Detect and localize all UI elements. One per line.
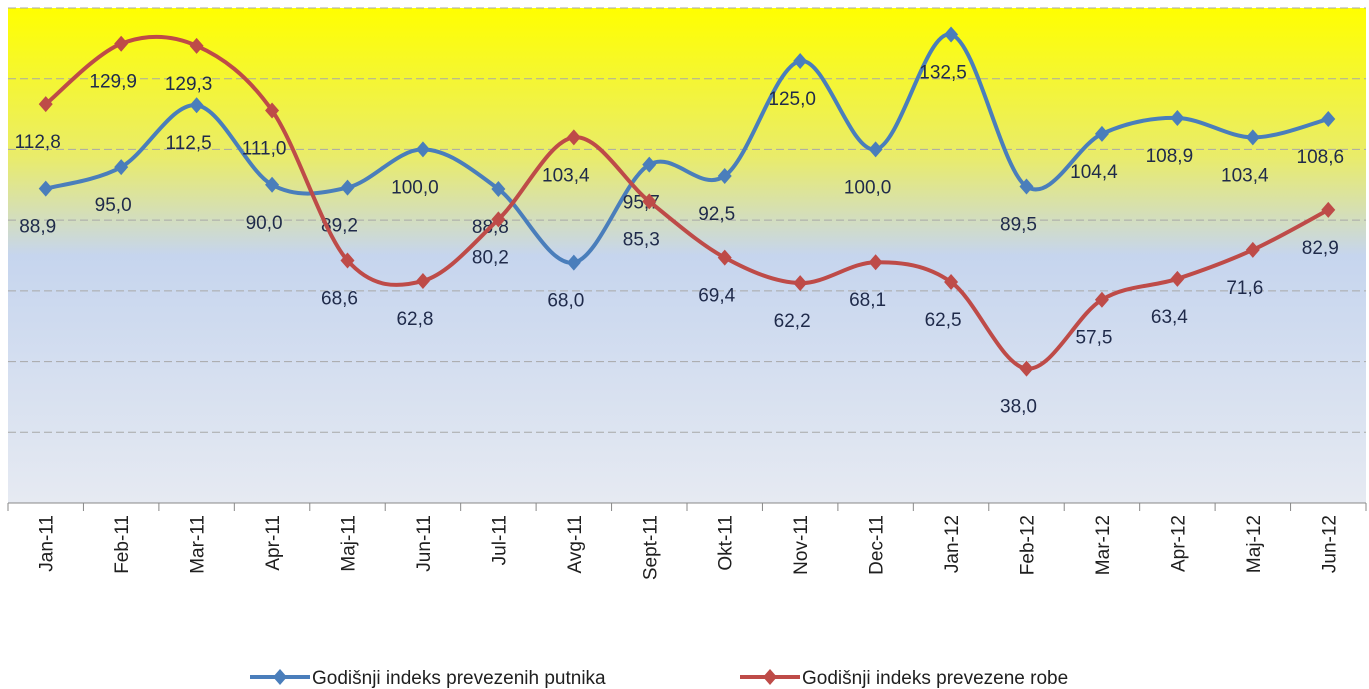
marker <box>1170 270 1185 287</box>
data-label: 63,4 <box>1151 307 1188 328</box>
marker <box>868 141 883 158</box>
marker <box>642 156 657 173</box>
x-tick-label: Mar-11 <box>188 515 209 574</box>
marker <box>114 159 129 176</box>
data-label: 125,0 <box>768 89 816 110</box>
data-label: 68,0 <box>547 291 584 312</box>
marker <box>1245 241 1260 258</box>
data-label: 103,4 <box>542 165 590 186</box>
x-tick-label: Dec-11 <box>867 515 888 575</box>
marker <box>717 167 732 184</box>
legend-marker <box>273 669 287 685</box>
marker <box>642 193 657 210</box>
legend-marker <box>763 669 777 685</box>
legend-label: Godišnji indeks prevezene robe <box>802 668 1068 689</box>
x-tick-label: Feb-11 <box>112 515 133 574</box>
marker <box>566 254 581 271</box>
data-label: 132,5 <box>919 63 967 84</box>
data-label: 112,5 <box>166 133 212 154</box>
x-tick-label: Nov-11 <box>791 515 812 575</box>
marker <box>868 254 883 271</box>
x-tick-label: Apr-12 <box>1168 515 1189 572</box>
data-label: 104,4 <box>1070 162 1118 183</box>
data-label: 100,0 <box>391 177 439 198</box>
data-label: 85,3 <box>623 229 660 250</box>
marker <box>265 176 280 193</box>
marker <box>38 180 53 197</box>
marker <box>1245 129 1260 146</box>
marker <box>1170 109 1185 126</box>
marker <box>1321 201 1336 218</box>
data-label: 108,6 <box>1297 147 1345 168</box>
marker <box>114 35 129 52</box>
data-label: 111,0 <box>242 139 287 160</box>
marker <box>944 274 959 291</box>
data-label: 103,4 <box>1221 165 1269 186</box>
marker <box>793 275 808 292</box>
marker <box>1019 360 1034 377</box>
marker <box>265 102 280 119</box>
marker <box>793 53 808 70</box>
data-label: 62,5 <box>925 310 962 331</box>
marker <box>415 272 430 289</box>
marker <box>340 179 355 196</box>
data-label: 129,3 <box>165 74 213 95</box>
marker <box>415 141 430 158</box>
x-tick-label: Jan-11 <box>37 515 58 572</box>
data-label: 95,0 <box>95 195 132 216</box>
data-label: 89,5 <box>1000 215 1037 236</box>
data-label: 68,1 <box>849 290 886 311</box>
x-tick-label: Feb-12 <box>1018 515 1039 575</box>
data-label: 71,6 <box>1226 278 1263 299</box>
marker <box>491 181 506 198</box>
data-label: 82,9 <box>1302 238 1339 259</box>
marker <box>491 211 506 228</box>
marker <box>1094 291 1109 308</box>
x-tick-label: Sept-11 <box>640 515 661 580</box>
data-label: 38,0 <box>1000 397 1037 418</box>
data-label: 88,9 <box>19 217 56 238</box>
data-label: 80,2 <box>472 247 509 268</box>
x-tick-label: Jan-12 <box>942 515 963 573</box>
data-label: 69,4 <box>698 286 735 307</box>
marker <box>566 129 581 146</box>
marker <box>189 97 204 114</box>
data-label: 92,5 <box>698 204 735 225</box>
x-tick-label: Mar-12 <box>1093 515 1114 575</box>
marker <box>944 26 959 43</box>
marker <box>1321 111 1336 128</box>
data-label: 62,2 <box>774 311 811 332</box>
x-tick-label: Jul-11 <box>489 515 510 565</box>
data-label: 68,6 <box>321 288 358 309</box>
marker <box>717 249 732 266</box>
data-label: 129,9 <box>89 72 137 93</box>
x-tick-label: Avg-11 <box>565 515 586 573</box>
x-tick-label: Apr-11 <box>263 515 284 571</box>
plot-area <box>8 8 1366 503</box>
data-label: 90,0 <box>246 213 283 234</box>
marker <box>1094 125 1109 142</box>
legend-label: Godišnji indeks prevezenih putnika <box>312 668 606 689</box>
data-label: 100,0 <box>844 177 892 198</box>
marker <box>340 252 355 269</box>
data-label: 112,8 <box>15 132 61 153</box>
x-tick-label: Jun-11 <box>414 515 435 572</box>
marker <box>189 37 204 54</box>
data-label: 57,5 <box>1075 328 1112 349</box>
data-label: 108,9 <box>1146 146 1194 167</box>
x-tick-label: Maj-12 <box>1244 515 1265 573</box>
marker <box>1019 178 1034 195</box>
x-tick-label: Jun-12 <box>1319 515 1340 573</box>
marker <box>38 96 53 113</box>
data-label: 62,8 <box>396 309 433 330</box>
x-tick-label: Maj-11 <box>339 515 360 572</box>
x-tick-label: Okt-11 <box>716 515 737 571</box>
